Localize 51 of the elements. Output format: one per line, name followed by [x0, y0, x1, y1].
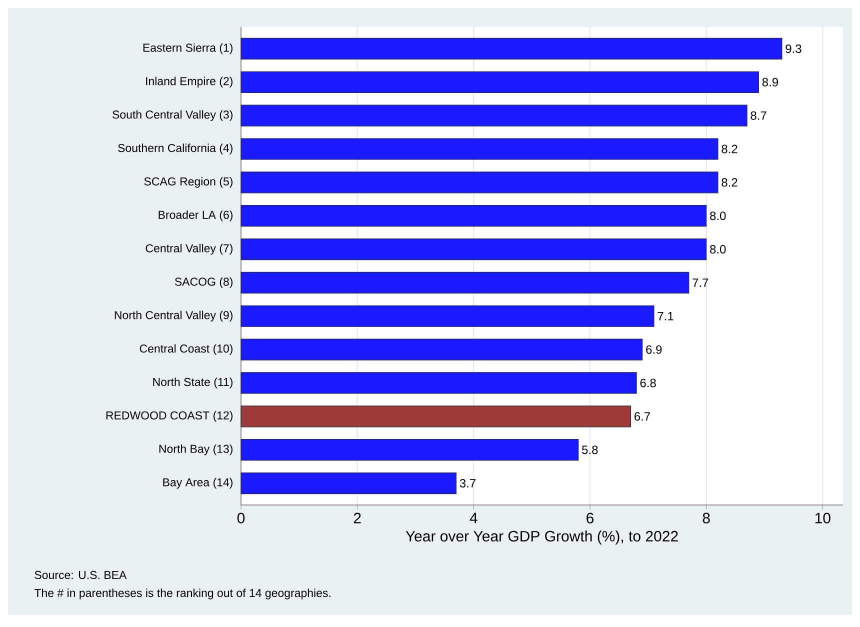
source-note: Source: U.S. BEA — [34, 570, 127, 580]
bar — [240, 138, 718, 160]
x-axis-title: Year over Year GDP Growth (%), to 2022 — [406, 530, 678, 544]
x-tick-label: 4 — [470, 512, 478, 524]
y-tick-label: Bay Area (14) — [163, 478, 232, 489]
data-label: 5.8 — [582, 446, 598, 454]
data-label: 6.7 — [634, 412, 650, 421]
bar — [240, 472, 457, 494]
data-label: 7.7 — [692, 278, 708, 287]
bar — [240, 406, 632, 428]
data-label: 6.8 — [640, 378, 656, 388]
x-tick-label: 8 — [702, 512, 710, 524]
bar — [240, 272, 690, 294]
y-tick-label: North Bay (13) — [159, 444, 232, 456]
bar — [240, 71, 759, 93]
data-label: 7.1 — [658, 312, 674, 320]
data-label: 8.2 — [722, 178, 738, 187]
x-tick-label: 0 — [237, 512, 245, 524]
bar — [240, 38, 782, 60]
y-tick-label: SACOG (8) — [174, 277, 233, 288]
data-label: 3.7 — [460, 479, 476, 488]
y-tick-label: SCAG Region (5) — [144, 177, 232, 188]
bar — [240, 205, 707, 227]
bar — [240, 338, 643, 360]
data-label: 6.9 — [646, 345, 662, 354]
bar — [240, 238, 707, 260]
y-tick-label: North State (11) — [153, 378, 233, 388]
data-label: 8.2 — [722, 144, 738, 154]
bar — [240, 372, 637, 394]
x-tick-label: 2 — [354, 512, 361, 524]
bar — [240, 439, 579, 461]
y-tick-label: Eastern Sierra (1) — [143, 43, 232, 54]
y-tick-label: Central Coast (10) — [140, 344, 232, 355]
x-tick-label: 6 — [586, 512, 594, 524]
data-label: 8.9 — [762, 78, 778, 86]
text: The # in parentheses is the ranking out of 14 geographies. — [34, 588, 330, 600]
bar — [240, 305, 654, 327]
y-tick-label: South Central Valley (3) — [112, 110, 232, 121]
x-tick-label: 10 — [815, 512, 830, 524]
y-tick-label: Southern California (4) — [118, 144, 232, 154]
y-tick-label: Broader LA (6) — [158, 210, 232, 222]
y-tick-label: REDWOOD COAST (12) — [106, 411, 233, 422]
bar — [240, 104, 748, 126]
y-tick-label: North Central Valley (9) — [114, 310, 232, 322]
data-label: 8.7 — [750, 111, 766, 120]
y-tick-label: Inland Empire (2) — [146, 76, 232, 88]
data-label: 9.3 — [786, 44, 802, 53]
data-label: 8.0 — [710, 245, 726, 254]
data-label: 8.0 — [710, 212, 726, 220]
bar — [240, 172, 718, 194]
y-tick-label: Central Valley (7) — [146, 244, 232, 255]
